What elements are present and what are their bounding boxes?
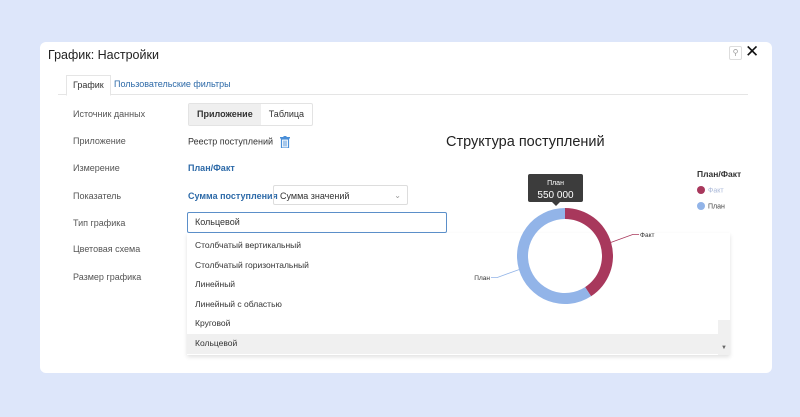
label-data-source: Источник данных [73, 109, 146, 119]
legend-marker [697, 186, 705, 194]
dimension-link[interactable]: План/Факт [188, 163, 235, 173]
option-donut[interactable]: Кольцевой [187, 334, 718, 354]
slice-label: План [474, 275, 490, 282]
aggregation-value: Сумма значений [280, 191, 350, 201]
settings-dialog: График: Настройки ⚲ ✕ График Пользовател… [40, 42, 772, 373]
slice-План[interactable] [517, 208, 592, 304]
tooltip-value: 550 000 [537, 190, 574, 201]
slice-Факт[interactable] [565, 208, 613, 297]
trash-icon[interactable] [279, 136, 290, 149]
legend-title: План/Факт [697, 169, 741, 179]
app-value: Реестр поступлений [188, 136, 290, 149]
tab-divider [58, 94, 748, 95]
legend-marker [697, 202, 705, 210]
chart-type-dropdown: Столбчатый вертикальный Столбчатый гориз… [187, 233, 730, 355]
label-metric: Показатель [73, 191, 122, 201]
donut-chart: Структура поступлений План/Факт Факт План… [446, 134, 741, 304]
chart-type-input[interactable]: Кольцевой [187, 212, 447, 233]
option-pie[interactable]: Круговой [195, 318, 231, 328]
label-chart-size: Размер графика [73, 272, 142, 282]
option-horizontal-bar[interactable]: Столбчатый горизонтальный [195, 260, 309, 270]
option-vertical-bar[interactable]: Столбчатый вертикальный [195, 240, 302, 250]
label-dimension: Измерение [73, 163, 120, 173]
chart-title: Структура поступлений [446, 134, 605, 150]
scroll-down-icon: ▼ [721, 345, 727, 351]
option-line[interactable]: Линейный [195, 279, 236, 289]
tooltip: План 550 000 [528, 174, 583, 206]
dialog-title: График: Настройки [48, 48, 159, 62]
data-source-toggle: Приложение Таблица [188, 103, 314, 126]
chevron-down-icon: ⌄ [394, 191, 401, 200]
source-app-button[interactable]: Приложение [189, 104, 261, 125]
legend-item[interactable]: План [708, 204, 725, 211]
source-table-button[interactable]: Таблица [268, 109, 305, 119]
tab-chart[interactable]: График [66, 75, 111, 96]
close-icon[interactable]: ✕ [745, 42, 760, 61]
tab-user-filters[interactable]: Пользовательские фильтры [114, 79, 231, 89]
label-chart-type: Тип графика [73, 218, 126, 228]
label-line [490, 269, 520, 278]
metric-link[interactable]: Сумма поступления [188, 191, 278, 201]
app-name: Реестр поступлений [188, 136, 274, 147]
scrollbar[interactable]: ▼ [718, 320, 730, 355]
legend-item[interactable]: Факт [708, 188, 724, 195]
aggregation-select[interactable]: Сумма значений ⌄ [273, 185, 408, 205]
option-area[interactable]: Линейный с областью [195, 299, 282, 309]
slice-label: Факт [640, 232, 654, 239]
label-app: Приложение [73, 136, 126, 146]
chart-type-value: Кольцевой [195, 217, 240, 227]
pin-icon[interactable]: ⚲ [729, 46, 742, 60]
label-color-scheme: Цветовая схема [73, 244, 141, 254]
tooltip-label: План [547, 180, 564, 187]
label-line [610, 234, 640, 243]
